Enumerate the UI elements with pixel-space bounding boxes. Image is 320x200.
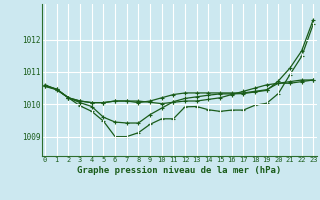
X-axis label: Graphe pression niveau de la mer (hPa): Graphe pression niveau de la mer (hPa) <box>77 166 281 175</box>
